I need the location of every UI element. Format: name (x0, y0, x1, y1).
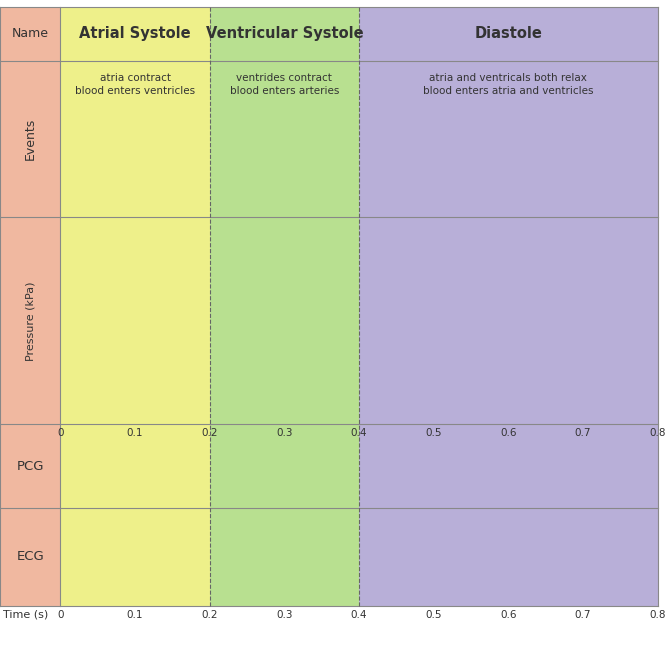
Text: in ventricle: in ventricle (118, 407, 169, 416)
Text: 0: 0 (57, 428, 64, 438)
Text: 0.8: 0.8 (650, 428, 666, 438)
Bar (104, 217, 242, 424)
Text: Ventricular Systole: Ventricular Systole (205, 26, 363, 41)
Text: Name: Name (11, 27, 49, 41)
Text: 0.4: 0.4 (351, 428, 367, 438)
Text: Pressure (kPa): Pressure (kPa) (25, 281, 35, 360)
Text: in ventricle: in ventricle (474, 408, 525, 417)
Text: PCG: PCG (17, 460, 44, 473)
Text: 0.5: 0.5 (425, 610, 442, 620)
Text: 0.1: 0.1 (127, 610, 144, 620)
Text: 0.2: 0.2 (201, 428, 218, 438)
Bar (242, 508, 381, 606)
Bar (104, 508, 242, 606)
Text: 0.3: 0.3 (276, 428, 293, 438)
Bar (381, 508, 658, 606)
Text: semilunar
valves open: semilunar valves open (184, 211, 240, 270)
Text: 0.6: 0.6 (500, 428, 517, 438)
Text: "dup": "dup" (377, 493, 405, 504)
Text: 0.6: 0.6 (500, 610, 517, 620)
Bar (381, 424, 658, 508)
Text: ECG: ECG (16, 551, 44, 564)
Text: in artery: in artery (526, 235, 568, 246)
Bar (381, 217, 658, 424)
Text: 0.1: 0.1 (127, 428, 144, 438)
Text: atria and ventricals both relax
blood enters atria and ventricles: atria and ventricals both relax blood en… (423, 73, 594, 96)
Text: atrioventricular
valves open: atrioventricular valves open (376, 402, 447, 421)
Bar (242, 424, 381, 508)
Text: atria contract
blood enters ventricles: atria contract blood enters ventricles (75, 73, 195, 96)
Text: 0.5: 0.5 (425, 428, 442, 438)
Bar (104, 424, 242, 508)
Text: 0.3: 0.3 (276, 610, 293, 620)
Text: 0.7: 0.7 (574, 610, 591, 620)
Text: semilunar
valves close: semilunar valves close (385, 214, 446, 233)
Text: "lub": "lub" (254, 493, 278, 504)
Text: in atrium: in atrium (118, 390, 161, 400)
Text: in atrium: in atrium (474, 392, 517, 401)
Text: 0.2: 0.2 (201, 610, 218, 620)
Text: 0.7: 0.7 (574, 428, 591, 438)
Text: Time (s): Time (s) (3, 610, 48, 620)
Text: atrioventricular
valves close: atrioventricular valves close (238, 402, 309, 421)
Text: ventrides contract
blood enters arteries: ventrides contract blood enters arteries (229, 73, 339, 96)
Text: Events: Events (23, 118, 37, 160)
Text: 0.8: 0.8 (650, 610, 666, 620)
Bar (242, 217, 381, 424)
Text: Diastole: Diastole (474, 26, 542, 41)
Text: in artery: in artery (132, 271, 173, 281)
Text: 0: 0 (57, 610, 64, 620)
Text: Atrial Systole: Atrial Systole (79, 26, 191, 41)
Text: 0.4: 0.4 (351, 610, 367, 620)
